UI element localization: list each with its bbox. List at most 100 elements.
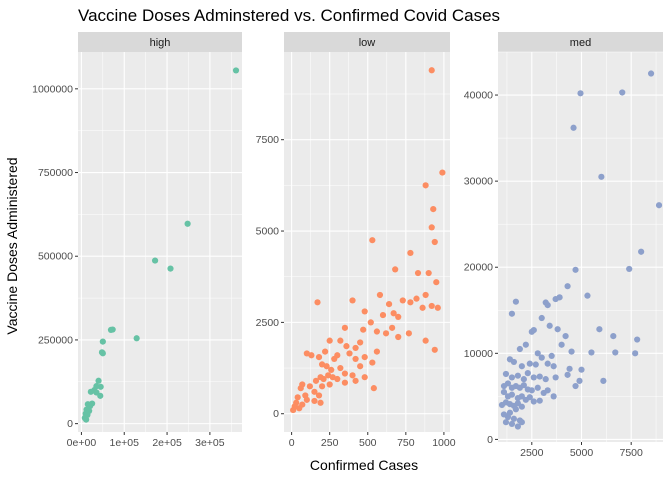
data-point: [584, 292, 591, 299]
data-point: [504, 413, 512, 421]
data-point: [361, 374, 368, 381]
data-point: [556, 294, 563, 301]
data-point: [428, 67, 435, 74]
facet-strip-label: high: [150, 37, 171, 49]
y-tick-label: 0: [67, 418, 73, 430]
facet-strip: [498, 32, 663, 52]
data-point: [500, 388, 508, 396]
data-point: [349, 372, 356, 379]
data-point: [502, 370, 510, 378]
data-point: [510, 358, 518, 366]
data-point: [407, 249, 414, 257]
data-point: [294, 394, 301, 401]
data-point: [546, 322, 553, 329]
data-point: [434, 304, 441, 311]
data-point: [311, 388, 318, 395]
data-point: [99, 350, 106, 357]
y-tick-label: 250000: [38, 334, 73, 346]
data-point: [518, 419, 525, 426]
data-point: [431, 346, 438, 353]
data-point: [369, 237, 376, 244]
data-point: [578, 366, 585, 373]
data-point: [320, 375, 327, 383]
data-point: [328, 366, 335, 373]
data-point: [600, 377, 607, 384]
data-point: [352, 377, 359, 384]
data-point: [498, 401, 506, 409]
x-tick-label: 250: [321, 437, 339, 449]
data-point: [504, 380, 512, 387]
facet-strip: [284, 32, 450, 52]
data-point: [341, 370, 349, 377]
chart-title: Vaccine Doses Adminstered vs. Confirmed …: [78, 6, 500, 25]
data-point: [303, 396, 310, 403]
data-point: [572, 266, 579, 273]
y-tick-label: 500000: [38, 251, 73, 263]
y-axis-title: Vaccine Doses Administered: [4, 157, 20, 334]
data-point: [379, 311, 387, 319]
data-point: [97, 383, 104, 390]
panel-background: [284, 52, 450, 432]
facet-strip-label: low: [359, 37, 376, 49]
data-point: [422, 291, 429, 299]
data-point: [311, 397, 318, 405]
data-point: [428, 224, 435, 231]
data-point: [343, 343, 350, 350]
data-point: [526, 394, 533, 401]
data-point: [508, 391, 516, 398]
data-point: [552, 374, 559, 381]
data-point: [337, 364, 344, 372]
y-tick-label: 750000: [38, 167, 73, 179]
data-point: [536, 397, 543, 404]
data-point: [392, 266, 399, 273]
data-point: [655, 202, 663, 209]
data-point: [554, 326, 561, 333]
data-point: [334, 375, 341, 383]
data-point: [564, 283, 571, 290]
x-tick-label: 750: [397, 437, 415, 449]
data-point: [99, 338, 106, 345]
x-tick-label: 0: [289, 437, 295, 449]
data-point: [530, 398, 537, 405]
data-point: [598, 173, 605, 180]
data-point: [550, 363, 557, 370]
data-point: [390, 310, 397, 317]
data-point: [534, 350, 541, 357]
data-point: [508, 310, 516, 317]
data-point: [528, 387, 535, 394]
data-point: [341, 379, 349, 386]
data-point: [361, 353, 368, 361]
data-point: [568, 348, 575, 355]
data-point: [407, 299, 414, 306]
facet-med: med 2500 5000 7500 0 10000 20000 30000 40000: [464, 32, 663, 459]
data-point: [322, 348, 329, 355]
x-tick-label: 0e+00: [67, 437, 97, 449]
data-point: [395, 313, 402, 321]
data-point: [389, 324, 396, 331]
data-point: [346, 350, 353, 357]
data-point: [369, 359, 376, 366]
data-point: [297, 385, 304, 392]
data-point: [433, 279, 440, 286]
x-tick-label: 1000: [432, 437, 456, 449]
x-tick-label: 2e+05: [152, 437, 182, 449]
data-point: [306, 383, 313, 390]
x-tick-label: 2500: [520, 447, 544, 459]
data-point: [542, 376, 549, 383]
data-point: [430, 206, 437, 213]
data-point: [326, 337, 333, 344]
data-point: [133, 335, 140, 342]
data-point: [352, 355, 359, 363]
y-tick-label: 10000: [464, 348, 493, 360]
data-point: [232, 67, 240, 74]
x-tick-label: 5000: [570, 447, 594, 459]
data-point: [382, 330, 390, 337]
data-point: [538, 354, 545, 361]
data-point: [626, 265, 633, 273]
data-point: [97, 392, 104, 399]
data-point: [312, 377, 320, 384]
data-point: [570, 124, 577, 131]
data-point: [422, 182, 429, 189]
